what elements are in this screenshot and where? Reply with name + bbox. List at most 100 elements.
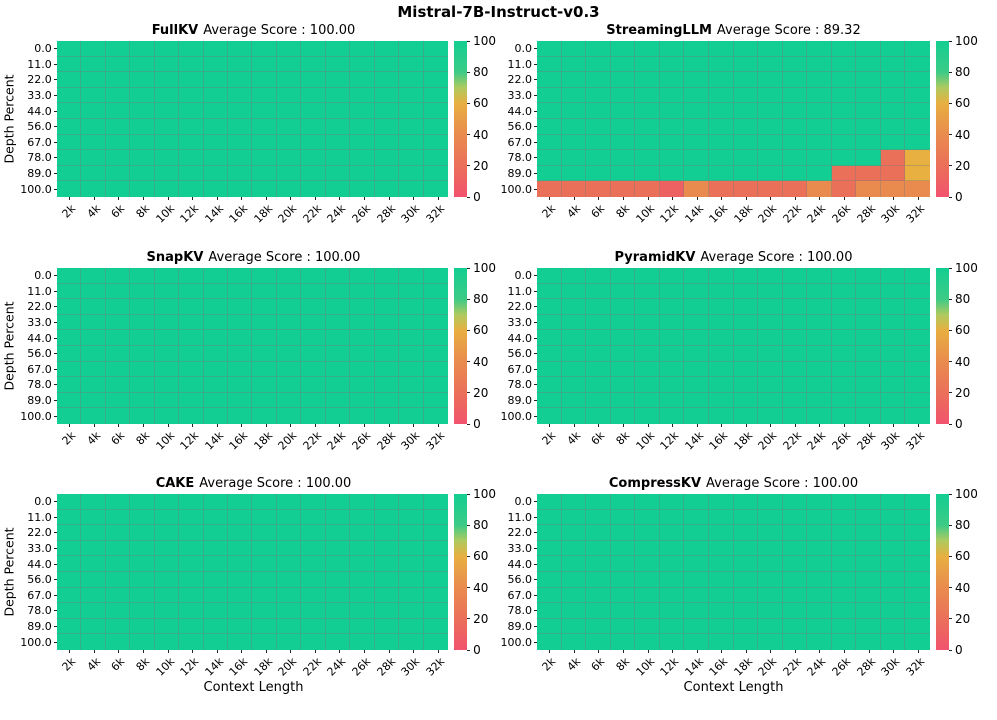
heatmap-cell	[782, 103, 808, 119]
heatmap-cell	[423, 299, 449, 315]
heatmap-cell	[807, 134, 832, 151]
heatmap-cell	[81, 509, 106, 526]
heatmap-cell	[856, 540, 881, 557]
heatmap-cell	[708, 181, 734, 197]
heatmap-cell	[81, 165, 106, 182]
heatmap-cell	[179, 603, 204, 619]
heatmap-cell	[301, 56, 326, 73]
x-tick-mark	[167, 650, 169, 653]
heatmap-cell	[154, 525, 180, 541]
heatmap-cell	[228, 494, 253, 510]
heatmap-cell	[782, 587, 808, 604]
heatmap-cell	[782, 377, 808, 393]
heatmap-cell	[252, 56, 277, 73]
heatmap-cell	[130, 283, 155, 300]
y-tick-mark	[534, 95, 537, 97]
heatmap-cell	[252, 268, 277, 284]
y-tick-mark	[53, 563, 57, 565]
heatmap-cell	[105, 134, 131, 151]
heatmap-cell	[758, 408, 783, 424]
heatmap-cell	[758, 634, 783, 650]
y-tick-label: 44.0	[499, 556, 537, 572]
heatmap-cell	[301, 408, 326, 424]
colorbar-tick-label: 60	[473, 96, 489, 111]
average-score-text: Average Score : 100.00	[208, 250, 361, 265]
y-tick-mark	[534, 626, 537, 628]
x-tick-mark	[364, 197, 366, 200]
heatmap-cell	[635, 314, 660, 331]
heatmap-cell	[537, 150, 562, 166]
colorbar-tick-mark	[949, 329, 952, 331]
heatmap-cell	[659, 525, 685, 541]
x-tick-mark	[290, 197, 292, 200]
heatmap-cell	[105, 72, 131, 88]
heatmap-cell	[399, 87, 424, 104]
heatmap-cell	[203, 587, 228, 604]
heatmap-cell	[374, 408, 400, 424]
heatmap-cell	[105, 283, 131, 300]
heatmap-cell	[350, 330, 375, 346]
heatmap-cell	[325, 56, 351, 73]
heatmap-cell	[856, 103, 881, 119]
heatmap-cell	[635, 165, 660, 182]
heatmap-cell	[301, 603, 326, 619]
heatmap-cell	[782, 330, 808, 346]
heatmap-cell	[203, 314, 228, 331]
y-tick-label: 0.0	[19, 494, 57, 510]
heatmap-cell	[203, 330, 228, 346]
heatmap-cell	[130, 377, 155, 393]
heatmap-cell	[276, 150, 302, 166]
heatmap-cell	[733, 408, 759, 424]
heatmap-cell	[325, 587, 351, 604]
heatmap-cell	[423, 314, 449, 331]
y-tick-mark	[53, 594, 57, 596]
x-tick-mark	[819, 424, 821, 427]
heatmap-cell	[203, 556, 228, 572]
heatmap-cell	[154, 509, 180, 526]
heatmap-cell	[350, 268, 375, 284]
heatmap-cell	[423, 283, 449, 300]
heatmap-cell	[56, 134, 82, 151]
heatmap-cell	[586, 392, 611, 409]
subplot-fullkv: FullKV Average Score : 100.00 Depth Percen…	[0, 23, 497, 250]
heatmap-cell	[81, 603, 106, 619]
plots-grid: FullKV Average Score : 100.00 Depth Percen…	[0, 23, 997, 720]
heatmap-cell	[684, 494, 709, 510]
heatmap-cell	[733, 268, 759, 284]
colorbar-tick-label: 20	[955, 385, 971, 400]
heatmap-cell	[708, 72, 734, 88]
heatmap-cell	[782, 299, 808, 315]
heatmap-cell	[203, 299, 228, 315]
heatmap-cell	[635, 377, 660, 393]
heatmap-cell	[276, 572, 302, 588]
heatmap-cell	[301, 572, 326, 588]
heatmap-cell	[252, 587, 277, 604]
y-tick-mark	[53, 290, 57, 292]
heatmap-cell	[880, 361, 906, 378]
heatmap-cell	[586, 87, 611, 104]
heatmap-cell	[105, 392, 131, 409]
y-tick-label: 56.0	[499, 119, 537, 135]
heatmap-cell	[179, 56, 204, 73]
heatmap-cell	[537, 556, 562, 572]
heatmap-cell	[880, 299, 906, 315]
heatmap-cell	[831, 103, 857, 119]
heatmap	[537, 494, 930, 650]
heatmap-cell	[610, 540, 636, 557]
heatmap-cell	[276, 165, 302, 182]
heatmap-cell	[561, 525, 587, 541]
heatmap-cell	[56, 603, 82, 619]
x-tick-mark	[339, 197, 341, 200]
heatmap-cell	[733, 361, 759, 378]
x-tick-mark	[241, 197, 243, 200]
y-tick-label: 22.0	[19, 299, 57, 315]
y-tick-label: 89.0	[499, 393, 537, 409]
heatmap-cell	[758, 361, 783, 378]
heatmap-cell	[635, 150, 660, 166]
y-tick-mark	[534, 157, 537, 159]
heatmap-cell	[203, 392, 228, 409]
method-name: SnapKV	[146, 250, 204, 265]
heatmap-cell	[301, 72, 326, 88]
heatmap-cell	[782, 41, 808, 57]
x-tick-mark	[388, 197, 390, 200]
